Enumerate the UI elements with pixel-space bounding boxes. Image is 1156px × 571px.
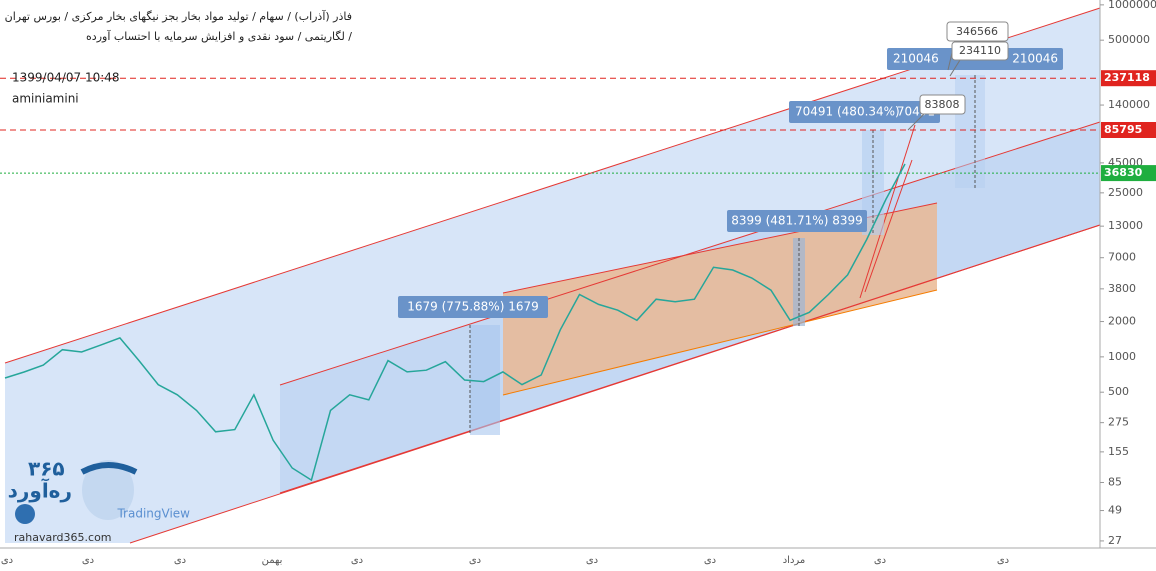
y-tick-label: 13000 <box>1108 219 1143 232</box>
y-tick-label: 3800 <box>1108 282 1136 295</box>
price-label-box <box>1101 122 1156 139</box>
steep-line <box>859 124 916 299</box>
y-tick-label: 155 <box>1108 445 1129 458</box>
y-tick-label: 2000 <box>1108 315 1136 328</box>
channel-fill <box>5 8 1100 543</box>
x-tick-label: دی <box>704 555 716 566</box>
watermark-logo <box>80 462 138 475</box>
price-label: 237118 <box>1104 71 1150 84</box>
y-tick-label: 25000 <box>1108 186 1143 199</box>
y-tick-label: 49 <box>1108 504 1122 517</box>
annotation: 210046 <box>893 52 939 66</box>
watermark-tradingview: TradingView <box>116 507 190 521</box>
watermark-icon <box>15 504 35 524</box>
callout-box <box>951 41 1009 61</box>
callout-pointer <box>949 59 961 77</box>
header-user: aminiamini <box>12 92 79 106</box>
annotation: 8399 (481.71%) 8399 <box>731 214 862 228</box>
header-datetime: 1399/04/07 10:48 <box>12 71 120 85</box>
wedge-line <box>502 289 938 396</box>
y-tick-label: 1000 <box>1108 350 1136 363</box>
header-title: فاذر (آذراب) / سهام / تولید مواد بخار بج… <box>5 9 352 23</box>
annotation: 210046 <box>1012 52 1058 66</box>
x-tick-label: دی <box>82 555 94 566</box>
annotation-box <box>727 210 867 232</box>
watermark-number: ۳۶۵ <box>28 457 65 481</box>
steep-line <box>864 159 913 293</box>
y-tick-label: 7000 <box>1108 251 1136 264</box>
y-tick-label: 27 <box>1108 534 1122 547</box>
y-tick-label: 500 <box>1108 385 1129 398</box>
watermark-logo <box>82 460 134 520</box>
x-tick-label: دی <box>586 555 598 566</box>
callout-pointer <box>907 112 926 131</box>
watermark-brand: ره‌آورد <box>8 478 72 503</box>
x-tick-label: دی <box>874 555 886 566</box>
callout: 234110 <box>959 44 1001 57</box>
callout-box <box>946 21 1009 42</box>
x-tick-label: دی <box>997 555 1009 566</box>
y-tick-label: 1000000 <box>1108 0 1156 11</box>
y-tick-label: 500000 <box>1108 33 1150 46</box>
callout-box <box>919 94 966 115</box>
callout: 346566 <box>956 25 998 38</box>
price-line-series <box>4 163 906 482</box>
price-label: 36830 <box>1104 166 1143 179</box>
x-tick-label: دی <box>469 555 481 566</box>
annotation: 1679 (775.88%) 1679 <box>407 300 538 314</box>
y-tick-label: 85 <box>1108 475 1122 488</box>
x-tick-label: مرداد <box>783 555 806 566</box>
range-box <box>955 75 985 188</box>
x-tick-label: دی <box>351 555 363 566</box>
annotation-box <box>789 101 940 123</box>
watermark-site: rahavard365.com <box>14 531 112 544</box>
price-label: 85795 <box>1104 123 1142 136</box>
range-box <box>470 325 500 435</box>
wedge-fill <box>503 203 937 395</box>
price-label-box <box>1101 165 1156 182</box>
x-tick-label: بهمن <box>262 555 283 566</box>
annotation-box <box>398 296 548 318</box>
channel-line <box>279 224 1101 494</box>
price-label-box <box>1101 70 1156 87</box>
annotation: 70491 (480.34%) <box>795 105 900 119</box>
callout: 83808 <box>925 98 960 111</box>
header-subtitle: لگاریتمی / سود نقدی و افزایش سرمایه با ا… <box>86 29 352 43</box>
x-tick-label: دی <box>1 555 13 566</box>
range-box <box>793 238 805 326</box>
x-tick-label: دی <box>174 555 186 566</box>
y-tick-label: 140000 <box>1108 98 1150 111</box>
y-tick-label: 275 <box>1108 416 1129 429</box>
